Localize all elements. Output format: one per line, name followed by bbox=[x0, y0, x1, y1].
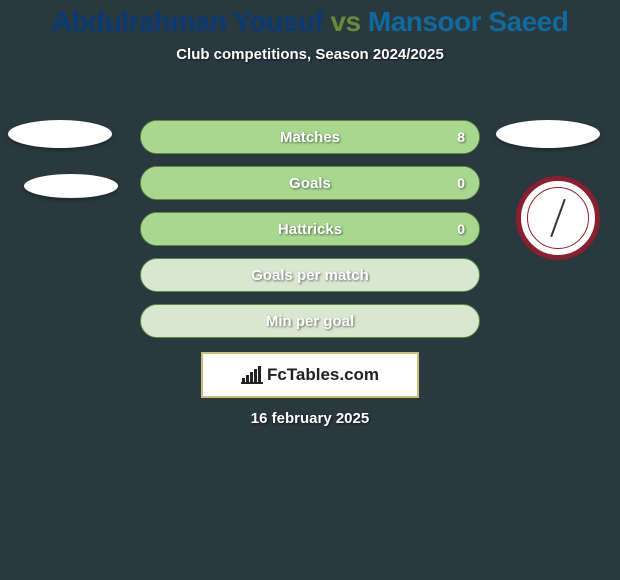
stat-row-matches: Matches 8 bbox=[140, 120, 480, 154]
comparison-title: Abdulrahman Yousuf vs Mansoor Saeed bbox=[0, 0, 620, 38]
club-badge-inner-icon bbox=[527, 187, 589, 249]
stat-row-goals-per-match: Goals per match bbox=[140, 258, 480, 292]
stat-label: Goals bbox=[289, 175, 331, 192]
player-left-name: Abdulrahman Yousuf bbox=[52, 6, 324, 37]
brand-text: FcTables.com bbox=[267, 365, 379, 385]
brand-box: FcTables.com bbox=[201, 352, 419, 398]
placeholder-oval-icon bbox=[8, 120, 112, 148]
stat-value: 8 bbox=[457, 129, 465, 145]
stat-row-goals: Goals 0 bbox=[140, 166, 480, 200]
placeholder-oval-icon bbox=[496, 120, 600, 148]
club-badge bbox=[516, 176, 600, 260]
stat-value: 0 bbox=[457, 221, 465, 237]
stat-row-hattricks: Hattricks 0 bbox=[140, 212, 480, 246]
subtitle: Club competitions, Season 2024/2025 bbox=[0, 46, 620, 63]
vs-text: vs bbox=[330, 6, 360, 37]
left-player-badges bbox=[8, 120, 118, 224]
stat-label: Min per goal bbox=[266, 313, 354, 330]
date-text: 16 february 2025 bbox=[0, 410, 620, 427]
stat-label: Matches bbox=[280, 129, 340, 146]
bar-chart-icon bbox=[241, 366, 263, 384]
stat-row-min-per-goal: Min per goal bbox=[140, 304, 480, 338]
stat-label: Hattricks bbox=[278, 221, 342, 238]
stat-label: Goals per match bbox=[251, 267, 369, 284]
placeholder-oval-icon bbox=[24, 174, 118, 198]
right-player-badges bbox=[496, 120, 600, 174]
stat-value: 0 bbox=[457, 175, 465, 191]
player-right-name: Mansoor Saeed bbox=[368, 6, 568, 37]
stats-container: Matches 8 Goals 0 Hattricks 0 Goals per … bbox=[140, 120, 480, 350]
